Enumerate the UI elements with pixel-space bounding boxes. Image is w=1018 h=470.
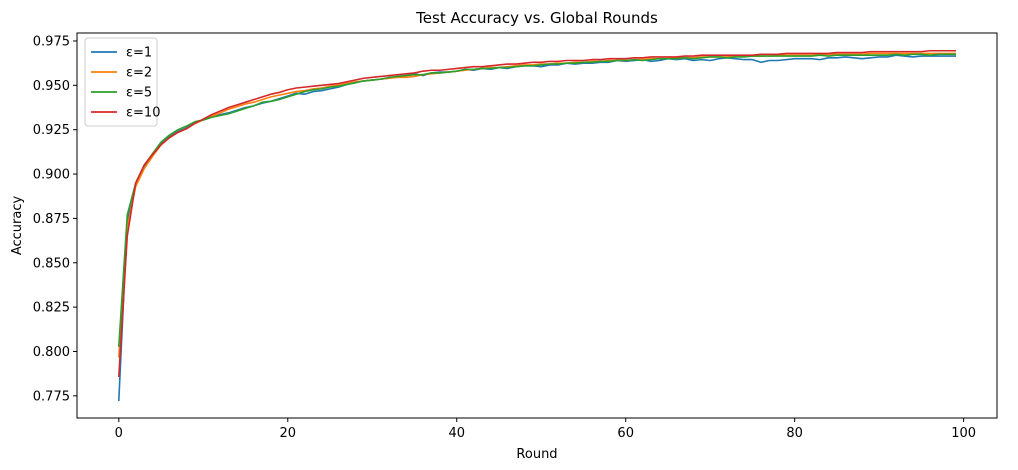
y-axis-title: Accuracy [10,196,25,256]
y-tick-label: 0.875 [33,212,70,227]
series-line-2 [117,52,956,358]
plot-area [76,32,998,419]
x-axis-title: Round [516,447,557,462]
series-line-4 [117,49,956,378]
chart-title: Test Accuracy vs. Global Rounds [415,9,658,27]
legend-label: ε=1 [126,46,152,61]
y-tick-label: 0.800 [33,345,70,360]
legend-box [84,37,158,127]
x-tick-label: 60 [617,426,634,441]
x-axis: 0 20 40 60 80 100 [115,418,976,441]
y-tick-label: 0.850 [33,256,70,271]
y-tick-label: 0.925 [33,123,70,138]
x-tick-label: 0 [115,426,123,441]
plot-frame [76,32,998,419]
series-layer [117,49,956,402]
y-tick-label: 0.975 [33,34,70,49]
x-tick-label: 20 [280,426,297,441]
legend-label: ε=10 [126,106,160,121]
y-tick-label: 0.775 [33,389,70,404]
x-tick-label: 100 [951,426,976,441]
legend-label: ε=2 [126,66,152,81]
y-tick-label: 0.825 [33,301,70,316]
legend-label: ε=5 [126,86,152,101]
x-tick-label: 40 [448,426,465,441]
series-line-3 [117,53,956,347]
legend: ε=1 ε=2 ε=5 ε=10 [84,37,160,127]
series-line-1 [117,54,956,402]
y-tick-label: 0.900 [33,168,70,183]
y-tick-label: 0.950 [33,79,70,94]
y-axis: 0.775 0.800 0.825 0.850 0.875 0.900 0.925 0.950… [33,34,77,404]
x-tick-label: 80 [786,426,803,441]
